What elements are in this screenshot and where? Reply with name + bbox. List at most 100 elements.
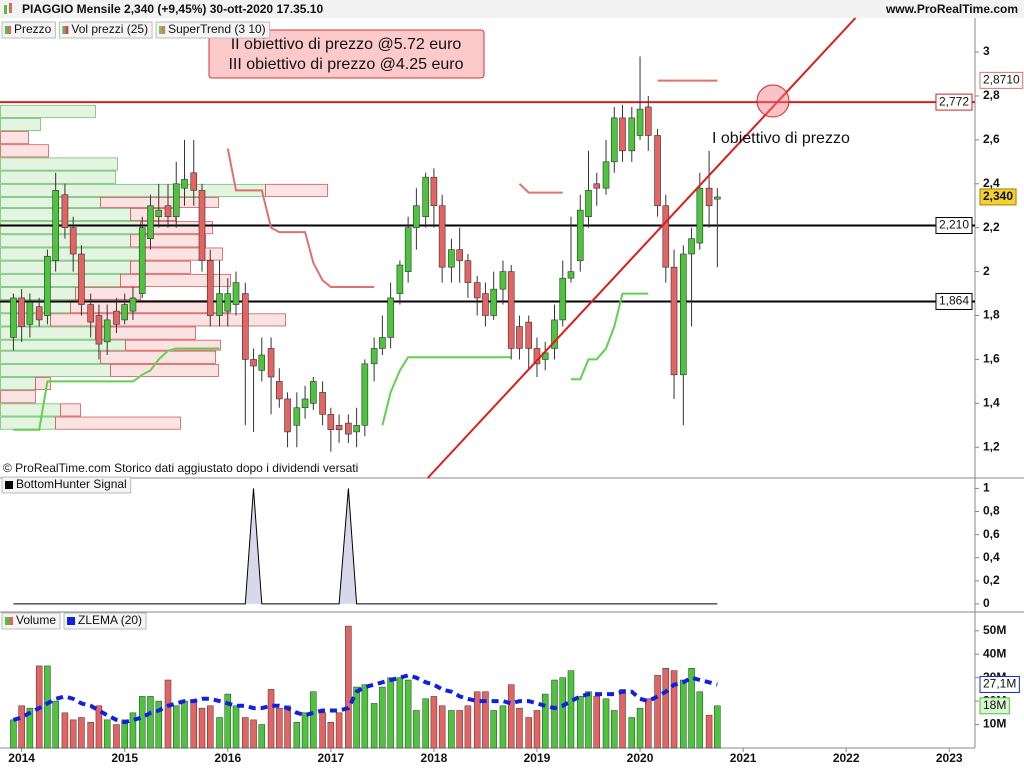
- candle-body: [319, 392, 326, 415]
- candle-body: [103, 319, 111, 343]
- volume-bar: [636, 707, 644, 749]
- candle-body: [310, 381, 317, 404]
- y-tick-label: 0: [983, 596, 990, 610]
- x-tick-label: 2015: [111, 751, 138, 765]
- x-tick-label: 2016: [214, 751, 241, 765]
- candle-body: [138, 227, 146, 294]
- profile-up: [0, 197, 101, 208]
- candle-body: [190, 172, 198, 191]
- candle-body: [464, 260, 472, 283]
- candle-body: [241, 293, 249, 360]
- candle-body: [644, 106, 652, 136]
- last-price-box: [979, 188, 1017, 206]
- candle-body: [422, 176, 429, 218]
- volume-bar: [198, 707, 206, 749]
- volume-bar: [662, 668, 670, 749]
- volume-bar: [680, 679, 687, 749]
- candle-body: [680, 253, 687, 376]
- y-tick-label: 1,8: [983, 308, 1000, 322]
- candle-body: [396, 264, 404, 294]
- volume-bar: [276, 707, 283, 749]
- x-tick-label: 2019: [524, 751, 551, 765]
- supertrend-last: 2,8710: [983, 73, 1020, 87]
- candle-body: [413, 205, 420, 228]
- legend-box: [1, 612, 61, 630]
- candle-body: [129, 297, 137, 312]
- legend-label: Prezzo: [14, 22, 52, 36]
- candle-body: [267, 348, 275, 378]
- profile-up: [0, 234, 131, 248]
- legend-box: [1, 21, 56, 39]
- volume-bar: [164, 679, 172, 749]
- candle-body: [551, 319, 558, 349]
- level-label: 2,772: [939, 94, 969, 108]
- x-tick-label: 2021: [730, 751, 757, 765]
- candle-body: [335, 425, 343, 430]
- candle-body: [482, 293, 489, 316]
- legend-swatch: [5, 26, 8, 34]
- candle-body: [705, 187, 713, 207]
- candle-body: [206, 260, 214, 316]
- volume-bar: [379, 686, 386, 749]
- profile-up: [0, 350, 101, 364]
- candle-body: [293, 407, 301, 426]
- volume-bar: [18, 705, 25, 749]
- legend-swatch: [5, 481, 13, 489]
- candle-body: [52, 190, 59, 261]
- volume-bar: [95, 705, 103, 749]
- legend-label: SuperTrend (3 10): [168, 22, 266, 36]
- profile-down: [55, 416, 181, 430]
- volume-bar: [593, 696, 600, 749]
- profile-down: [0, 131, 29, 145]
- candle-body: [113, 310, 120, 325]
- candle-body: [610, 117, 618, 163]
- volume-bar: [345, 625, 352, 749]
- y-tick-label: 1,2: [983, 439, 1000, 453]
- footer: © ProRealTime.com Storico dati aggiustat…: [3, 461, 358, 475]
- volume-bar: [516, 707, 523, 749]
- candle-body: [44, 255, 51, 316]
- volume-bar: [551, 679, 558, 749]
- volume-bar: [619, 689, 626, 749]
- volume-bar: [438, 705, 446, 749]
- candle-body: [155, 209, 163, 218]
- candle-body: [172, 183, 180, 218]
- volume-bar: [10, 719, 17, 749]
- profile-up: [0, 183, 266, 197]
- y-tick-label: 2,4: [983, 176, 1000, 190]
- profile-down: [0, 390, 36, 404]
- header-site: www.ProRealTime.com: [885, 2, 1018, 16]
- annotation-box: [208, 29, 485, 79]
- candle-body: [250, 359, 257, 367]
- header-icon: [9, 3, 12, 13]
- legend-box: [1, 476, 132, 494]
- candle-body: [198, 190, 206, 261]
- x-tick-label: 2018: [421, 751, 448, 765]
- volume-bar: [69, 719, 77, 749]
- candle-body: [490, 288, 497, 316]
- profile-down: [110, 363, 219, 377]
- candle-body: [525, 321, 533, 349]
- candle-body: [216, 293, 223, 316]
- y-tick-label: 1,4: [983, 396, 1000, 410]
- level-label-box: [935, 93, 973, 111]
- profile-down: [95, 326, 196, 340]
- volume-bar: [147, 696, 154, 749]
- volume-bar: [559, 677, 566, 749]
- profile-up: [0, 273, 121, 287]
- volume-bar: [190, 700, 198, 749]
- volume-bar: [567, 670, 575, 749]
- profile-down: [100, 350, 216, 364]
- y-tick-label: 10M: [983, 717, 1006, 731]
- volume-bar: [628, 717, 636, 749]
- candle-body: [387, 297, 394, 338]
- profile-down: [70, 300, 231, 314]
- legend-swatch: [159, 26, 163, 34]
- volume-bar: [422, 698, 429, 749]
- level-label-box: [935, 216, 973, 234]
- profile-up: [0, 260, 131, 274]
- volume-last-box: [979, 697, 1010, 715]
- trendline: [426, 17, 857, 479]
- volume-bar: [490, 710, 497, 749]
- profile-up: [0, 157, 118, 171]
